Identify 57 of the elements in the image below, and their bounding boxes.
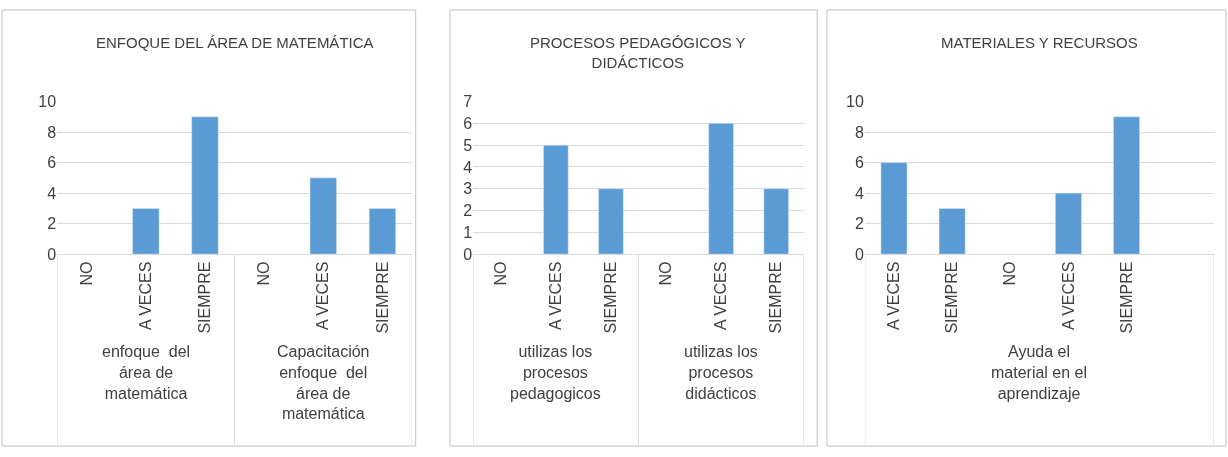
text: Capacitación enfoque del área de matemática xyxy=(277,343,370,423)
text: enfoque del área de matemática xyxy=(102,343,191,402)
y-tick-label: 2 xyxy=(855,215,865,233)
x-tick-label: SIEMPRE xyxy=(943,261,961,334)
bar xyxy=(763,188,789,255)
x-tick-label: NO xyxy=(255,261,273,286)
y-tick-label: 0 xyxy=(855,245,865,263)
bar xyxy=(132,208,160,255)
bar xyxy=(938,208,966,255)
y-tick-label: 4 xyxy=(47,184,57,202)
x-tick-label: SIEMPRE xyxy=(1117,261,1135,334)
text: Ayuda el material en el aprendizaje xyxy=(991,343,1088,402)
x-tick-label: A VECES xyxy=(712,261,730,331)
x-tick-label: NO xyxy=(1001,261,1019,286)
x-tick-label: SIEMPRE xyxy=(602,261,620,334)
x-tick-label: NO xyxy=(657,261,675,286)
y-tick-label: 0 xyxy=(47,245,57,263)
x-tick-label: A VECES xyxy=(885,261,903,331)
chart-title: ENFOQUE DEL ÁREA DE MATEMÁTICA xyxy=(96,34,374,51)
y-tick-label: 6 xyxy=(463,114,473,132)
y-tick-label: 4 xyxy=(855,184,865,202)
x-tick-label: NO xyxy=(491,261,509,286)
y-tick-label: 2 xyxy=(463,202,473,220)
bar xyxy=(880,162,908,255)
bar xyxy=(368,208,397,255)
y-tick-label: 7 xyxy=(463,93,473,111)
y-tick-label: 10 xyxy=(846,93,865,111)
x-tick-label: SIEMPRE xyxy=(196,261,214,334)
bar xyxy=(309,177,337,255)
y-tick-label: 6 xyxy=(47,154,57,172)
y-tick-label: 4 xyxy=(463,158,473,176)
chart-title: PROCESOS PEDAGÓGICOS Y DIDÁCTICOS xyxy=(530,34,746,71)
bar xyxy=(598,188,624,255)
bar xyxy=(1113,116,1140,255)
x-tick-label: SIEMPRE xyxy=(767,261,785,334)
y-tick-label: 6 xyxy=(855,154,865,172)
x-tick-label: A VECES xyxy=(1059,261,1077,331)
bar xyxy=(1055,192,1082,255)
bar xyxy=(708,123,734,255)
x-tick-label: A VECES xyxy=(314,261,332,331)
y-tick-label: 3 xyxy=(463,180,473,198)
chart-title: MATERIALES Y RECURSOS xyxy=(941,34,1138,51)
bar xyxy=(543,144,569,255)
x-tick-label: SIEMPRE xyxy=(373,261,391,334)
y-tick-label: 8 xyxy=(855,123,865,141)
text: utilizas los procesos pedagogicos xyxy=(510,343,601,402)
y-tick-label: 8 xyxy=(47,123,57,141)
y-tick-label: 5 xyxy=(463,136,473,154)
x-tick-label: A VECES xyxy=(137,261,155,331)
y-tick-label: 1 xyxy=(463,223,473,241)
y-tick-label: 10 xyxy=(38,93,57,111)
y-tick-label: 2 xyxy=(47,215,57,233)
x-tick-label: A VECES xyxy=(547,261,565,331)
bar xyxy=(191,116,219,255)
x-tick-label: NO xyxy=(77,261,95,286)
text: utilizas los procesos didácticos xyxy=(684,343,758,402)
y-tick-label: 0 xyxy=(463,245,473,263)
